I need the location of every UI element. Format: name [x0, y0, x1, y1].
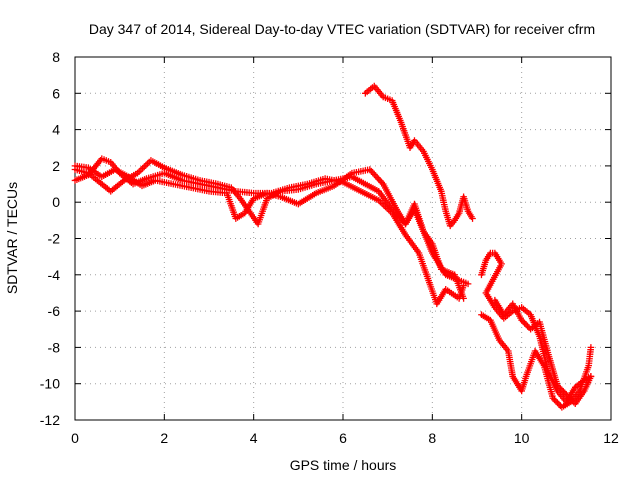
data-point-marker — [372, 172, 380, 180]
x-tick-label: 4 — [250, 430, 258, 446]
y-tick-label: -12 — [40, 412, 60, 428]
series-track-4 — [362, 82, 476, 230]
data-point-marker — [568, 397, 576, 404]
data-point-marker — [370, 171, 378, 178]
series-track-6 — [478, 311, 595, 411]
data-point-marker — [552, 397, 560, 405]
y-tick-label: -4 — [48, 267, 61, 283]
y-tick-label: 2 — [52, 158, 60, 174]
y-tick-label: -8 — [48, 339, 61, 355]
data-series — [71, 82, 595, 411]
data-point-marker — [587, 344, 595, 351]
x-tick-label: 2 — [160, 430, 168, 446]
data-point-marker — [587, 373, 595, 380]
data-point-marker — [567, 395, 575, 403]
chart-title: Day 347 of 2014, Sidereal Day-to-day VTE… — [89, 21, 595, 37]
data-point-marker — [522, 321, 530, 329]
data-point-marker — [563, 391, 570, 398]
data-point-marker — [554, 382, 561, 389]
data-point-marker — [367, 167, 375, 175]
data-point-marker — [469, 215, 476, 222]
data-point-marker — [373, 174, 381, 181]
x-tick-label: 0 — [71, 430, 79, 446]
data-point-marker — [460, 295, 467, 302]
x-tick-label: 8 — [428, 430, 436, 446]
data-point-marker — [524, 322, 531, 330]
grid — [75, 57, 611, 420]
y-tick-label: 4 — [52, 122, 60, 138]
series-track-3 — [71, 162, 467, 302]
x-tick-label: 12 — [603, 430, 619, 446]
data-point-marker — [464, 280, 472, 288]
data-point-marker — [521, 319, 528, 327]
data-point-marker — [560, 388, 567, 395]
data-point-marker — [558, 386, 566, 394]
y-tick-label: 0 — [52, 194, 60, 210]
data-point-marker — [519, 318, 527, 325]
x-tick-label: 10 — [514, 430, 530, 446]
data-point-marker — [566, 394, 573, 401]
y-tick-label: -10 — [40, 376, 60, 392]
data-point-marker — [554, 399, 561, 407]
axis-ticks — [74, 56, 612, 421]
series-track-7 — [491, 296, 595, 407]
y-tick-label: 8 — [52, 49, 60, 65]
data-point-marker — [564, 392, 572, 400]
tick-labels: 0 2 4 6 8 10 12 -12 -10 -8 -6 -4 -2 0 2 4 6 8 — [40, 49, 619, 446]
data-point-marker — [549, 394, 557, 402]
data-point-marker — [557, 385, 564, 392]
data-point-marker — [376, 177, 384, 185]
data-point-marker — [561, 389, 569, 397]
y-tick-label: 6 — [52, 85, 60, 101]
data-point-marker — [555, 400, 563, 408]
y-axis-label: SDTVAR / TECUs — [4, 182, 20, 294]
data-point-marker — [555, 383, 563, 391]
x-tick-label: 6 — [339, 430, 347, 446]
data-point-marker — [375, 175, 383, 183]
data-point-marker — [518, 316, 525, 324]
x-axis-label: GPS time / hours — [290, 457, 397, 473]
y-tick-label: -2 — [48, 231, 61, 247]
data-point-marker — [551, 396, 558, 404]
y-tick-label: -6 — [48, 303, 61, 319]
